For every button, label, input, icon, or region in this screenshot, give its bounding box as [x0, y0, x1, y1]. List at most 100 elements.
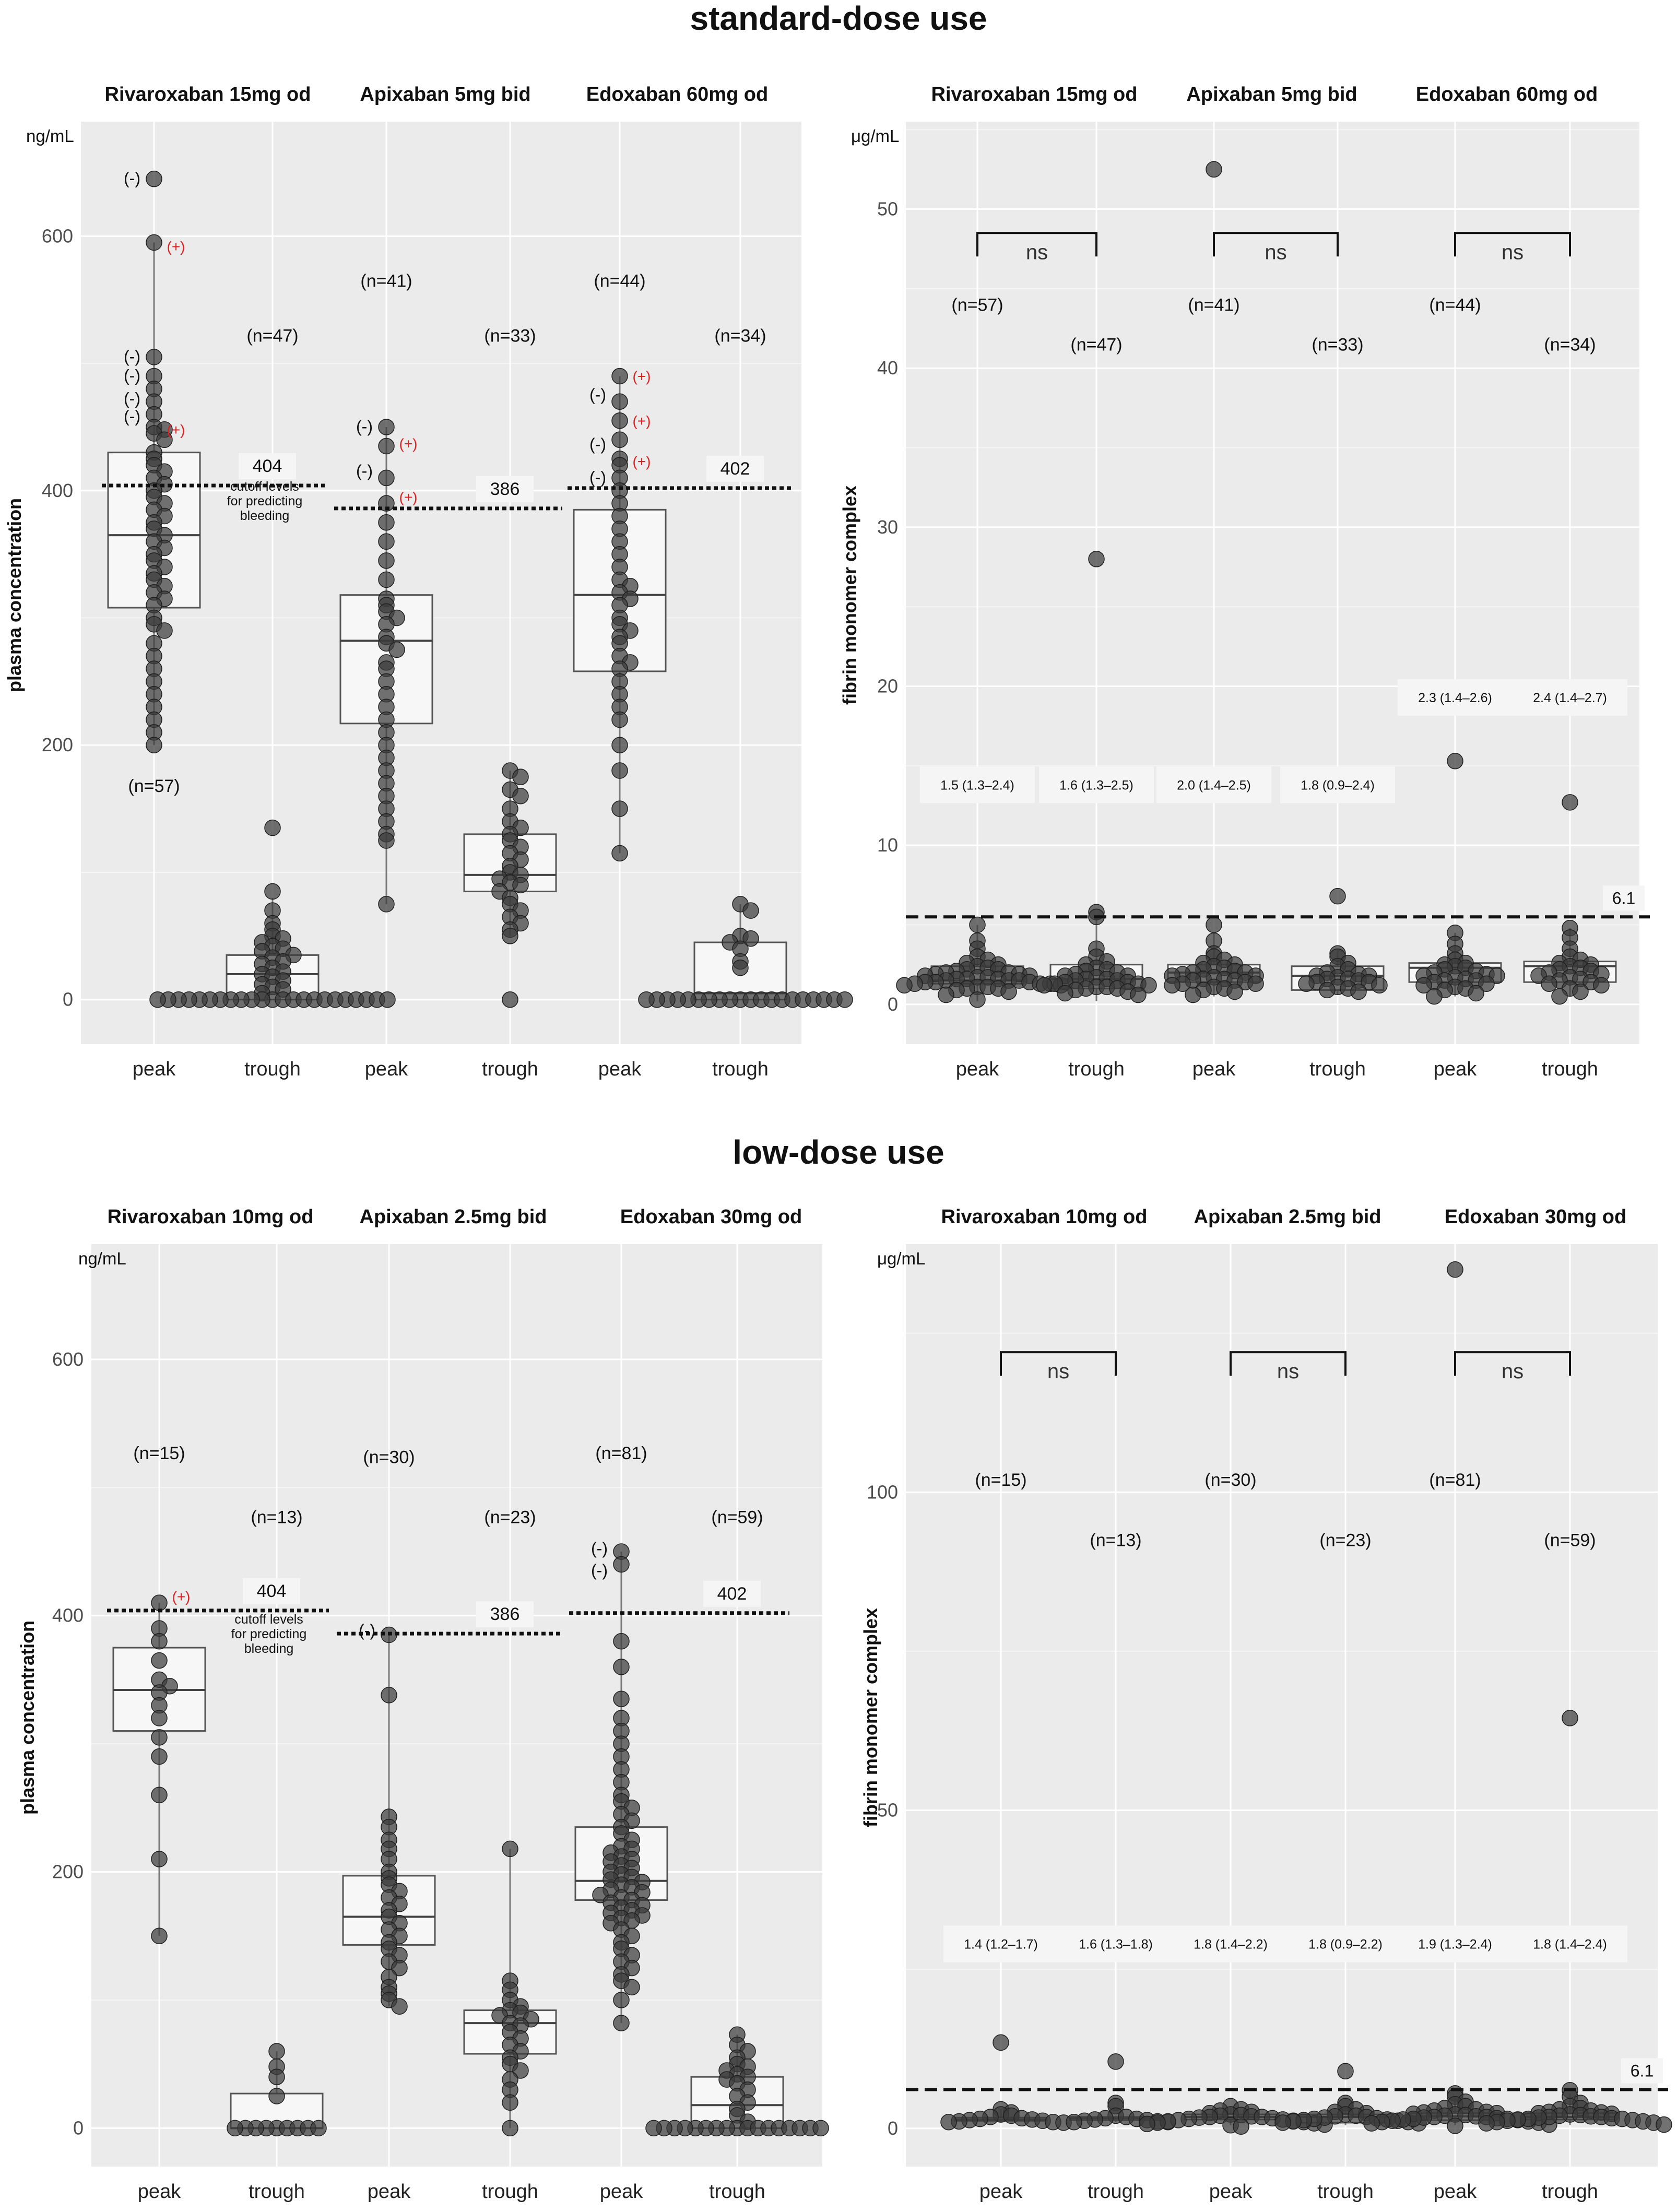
point-annotation: (+) [633, 454, 651, 470]
median-iqr-bg [1513, 679, 1627, 716]
data-point [1329, 888, 1346, 905]
data-point [146, 234, 162, 251]
median-iqr-bg [1156, 766, 1271, 803]
x-tick-label: trough [1542, 2181, 1598, 2203]
y-tick-label: 0 [888, 2118, 898, 2139]
point-annotation: (-) [589, 435, 606, 454]
x-tick-label: trough [1068, 1058, 1125, 1080]
data-point [1298, 975, 1315, 992]
data-point [149, 991, 166, 1008]
cutoff-note: cutoff levels [230, 479, 299, 494]
point-annotation: (-) [356, 417, 373, 436]
cutoff-label-bg [243, 1578, 300, 1604]
cutoff-label-bg [476, 476, 534, 502]
section-title-standard: standard-dose use [690, 0, 987, 37]
data-point [151, 1787, 168, 1804]
ns-label: ns [1047, 1360, 1069, 1383]
x-tick-label: trough [244, 1058, 301, 1080]
data-point [379, 991, 396, 1008]
point-annotation: (-) [359, 1621, 375, 1640]
data-point [156, 622, 173, 639]
data-point [1562, 1710, 1578, 1726]
data-point [623, 1979, 640, 1996]
point-annotation: (+) [172, 1589, 191, 1605]
point-annotation: (-) [589, 385, 606, 404]
median-iqr-label: 1.8 (0.9–2.4) [1301, 778, 1375, 792]
n-label: (n=23) [484, 1508, 536, 1528]
point-annotation: (+) [633, 368, 651, 384]
data-point [1226, 983, 1243, 1000]
data-point [391, 1998, 408, 2015]
data-point [1185, 986, 1201, 1003]
data-point [1551, 988, 1568, 1005]
data-point [512, 787, 529, 805]
data-point [732, 960, 749, 976]
point-annotation: (-) [124, 169, 140, 188]
data-point [146, 349, 162, 365]
n-label: (n=30) [1204, 1470, 1256, 1490]
y-tick-label: 400 [52, 1605, 84, 1626]
y-tick-label: 600 [42, 225, 73, 246]
n-label: (n=47) [1070, 335, 1122, 355]
group-title: Edoxaban 60mg od [1416, 84, 1598, 105]
ns-label: ns [1265, 241, 1286, 264]
cutoff-label-bg [476, 1601, 534, 1628]
cutoff-label-bg [706, 455, 764, 482]
data-point [1247, 975, 1264, 992]
data-point [268, 2043, 285, 2060]
n-label: (n=44) [594, 271, 645, 291]
group-title: Apixaban 5mg bid [360, 84, 530, 105]
data-point [1468, 985, 1484, 1002]
data-point [938, 986, 954, 1003]
data-point [1036, 977, 1053, 994]
data-point [156, 431, 173, 448]
cutoff-note: bleeding [240, 508, 290, 523]
data-point [896, 977, 913, 994]
data-point [611, 762, 628, 779]
data-point [613, 2015, 630, 2031]
median-iqr-bg [1398, 1925, 1513, 1962]
data-point [268, 2068, 285, 2085]
data-point [1233, 2118, 1249, 2135]
ns-label: ns [1502, 1360, 1524, 1383]
median-iqr-label: 2.4 (1.4–2.7) [1533, 691, 1607, 705]
data-point [1656, 2116, 1672, 2133]
point-annotation: (+) [167, 239, 185, 255]
threshold-label: 6.1 [1612, 889, 1635, 907]
median-iqr-label: 1.5 (1.3–2.4) [940, 778, 1014, 792]
x-tick-label: trough [712, 1058, 769, 1080]
data-point [502, 1840, 518, 1858]
group-title: Rivaroxaban 15mg od [105, 84, 311, 105]
data-point [378, 437, 395, 455]
median-iqr-bg [943, 1925, 1058, 1962]
x-tick-label: peak [1434, 1058, 1477, 1080]
median-iqr-bg [1039, 766, 1154, 803]
y-axis-label: plasma concentration [17, 1620, 38, 1815]
point-annotation: (+) [167, 422, 185, 438]
data-point [613, 1992, 630, 2008]
median-iqr-label: 2.0 (1.4–2.5) [1177, 778, 1251, 792]
data-point [227, 2120, 243, 2137]
threshold-label: 6.1 [1631, 2062, 1654, 2080]
y-unit-label: μg/mL [877, 1249, 925, 1268]
data-point [146, 737, 162, 753]
y-tick-label: 0 [73, 2117, 84, 2138]
n-label: (n=13) [1090, 1531, 1141, 1551]
data-point [1415, 977, 1432, 994]
data-point [378, 832, 395, 849]
n-label: (n=57) [128, 776, 180, 796]
data-point [310, 2120, 327, 2137]
data-point [1319, 981, 1336, 999]
n-label: (n=81) [595, 1444, 647, 1463]
data-point [388, 641, 405, 658]
group-title: Edoxaban 30mg od [620, 1206, 802, 1228]
point-annotation: (-) [356, 462, 373, 480]
panel-background [906, 122, 1639, 1044]
x-tick-label: peak [368, 2181, 411, 2203]
data-point [264, 819, 281, 836]
data-point [611, 368, 628, 385]
cutoff-label: 404 [253, 456, 282, 476]
median-iqr-bg [1513, 1925, 1627, 1962]
data-point [151, 1594, 168, 1611]
ns-bracket [1454, 1351, 1571, 1376]
